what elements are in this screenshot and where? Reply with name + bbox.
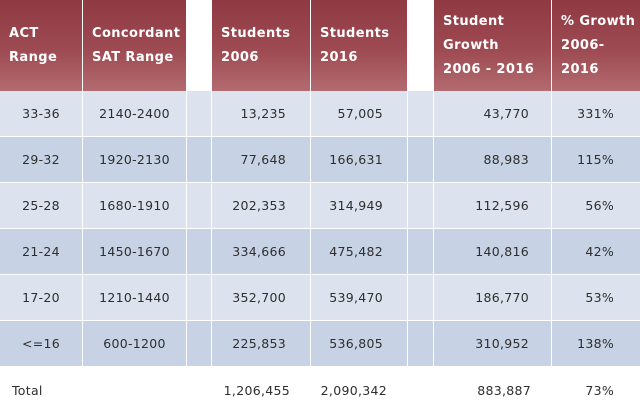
sat-range-cell: 1680-1910 [83, 183, 187, 229]
total-growth: 883,887 [434, 367, 552, 414]
sat-range-cell: 1920-2130 [83, 137, 187, 183]
spacer-cell [187, 229, 212, 275]
growth-cell: 310,952 [434, 321, 552, 367]
students-2016-cell: 57,005 [311, 91, 408, 137]
header-row: ACT Range Concordant SAT Range Students … [0, 0, 640, 91]
spacer-cell [187, 91, 212, 137]
students-2016-cell: 539,470 [311, 275, 408, 321]
growth-cell: 88,983 [434, 137, 552, 183]
table-row: 29-32 1920-2130 77,648 166,631 88,983 11… [0, 137, 640, 183]
spacer-cell [408, 229, 434, 275]
spacer-cell [187, 137, 212, 183]
act-range-cell: 21-24 [0, 229, 83, 275]
table-row: 33-36 2140-2400 13,235 57,005 43,770 331… [0, 91, 640, 137]
table-row: 21-24 1450-1670 334,666 475,482 140,816 … [0, 229, 640, 275]
sat-range-cell: 1210-1440 [83, 275, 187, 321]
total-label: Total [0, 367, 83, 414]
header-students-2006: Students 2006 [212, 0, 311, 91]
total-row: Total 1,206,455 2,090,342 883,887 73% [0, 367, 640, 414]
pct-growth-cell: 53% [552, 275, 640, 321]
growth-cell: 112,596 [434, 183, 552, 229]
students-2016-cell: 475,482 [311, 229, 408, 275]
header-spacer [187, 0, 212, 91]
spacer-cell [408, 91, 434, 137]
spacer-cell [408, 183, 434, 229]
header-pct-growth: % Growth 2006- 2016 [552, 0, 640, 91]
students-2006-cell: 225,853 [212, 321, 311, 367]
students-2016-cell: 536,805 [311, 321, 408, 367]
growth-cell: 140,816 [434, 229, 552, 275]
act-range-cell: 29-32 [0, 137, 83, 183]
spacer-cell [187, 275, 212, 321]
pct-growth-cell: 138% [552, 321, 640, 367]
students-2006-cell: 352,700 [212, 275, 311, 321]
growth-cell: 43,770 [434, 91, 552, 137]
spacer-cell [408, 321, 434, 367]
pct-growth-cell: 56% [552, 183, 640, 229]
students-2016-cell: 314,949 [311, 183, 408, 229]
total-pct-growth: 73% [552, 367, 640, 414]
sat-range-cell: 2140-2400 [83, 91, 187, 137]
total-students-2006: 1,206,455 [212, 367, 311, 414]
act-range-cell: 25-28 [0, 183, 83, 229]
spacer-cell [408, 137, 434, 183]
table-row: 25-28 1680-1910 202,353 314,949 112,596 … [0, 183, 640, 229]
spacer-cell [187, 183, 212, 229]
growth-cell: 186,770 [434, 275, 552, 321]
total-students-2016: 2,090,342 [311, 367, 408, 414]
sat-range-cell: 600-1200 [83, 321, 187, 367]
spacer-cell [83, 367, 187, 414]
header-sat-range: Concordant SAT Range [83, 0, 187, 91]
students-2006-cell: 77,648 [212, 137, 311, 183]
header-spacer [408, 0, 434, 91]
pct-growth-cell: 115% [552, 137, 640, 183]
header-student-growth: Student Growth 2006 - 2016 [434, 0, 552, 91]
act-range-cell: 33-36 [0, 91, 83, 137]
table-row: <=16 600-1200 225,853 536,805 310,952 13… [0, 321, 640, 367]
act-range-cell: <=16 [0, 321, 83, 367]
spacer-cell [187, 367, 212, 414]
spacer-cell [408, 367, 434, 414]
header-act-range: ACT Range [0, 0, 83, 91]
students-2006-cell: 334,666 [212, 229, 311, 275]
table-row: 17-20 1210-1440 352,700 539,470 186,770 … [0, 275, 640, 321]
pct-growth-cell: 42% [552, 229, 640, 275]
spacer-cell [408, 275, 434, 321]
act-range-cell: 17-20 [0, 275, 83, 321]
sat-range-cell: 1450-1670 [83, 229, 187, 275]
students-2006-cell: 13,235 [212, 91, 311, 137]
students-2016-cell: 166,631 [311, 137, 408, 183]
spacer-cell [187, 321, 212, 367]
pct-growth-cell: 331% [552, 91, 640, 137]
students-2006-cell: 202,353 [212, 183, 311, 229]
header-students-2016: Students 2016 [311, 0, 408, 91]
